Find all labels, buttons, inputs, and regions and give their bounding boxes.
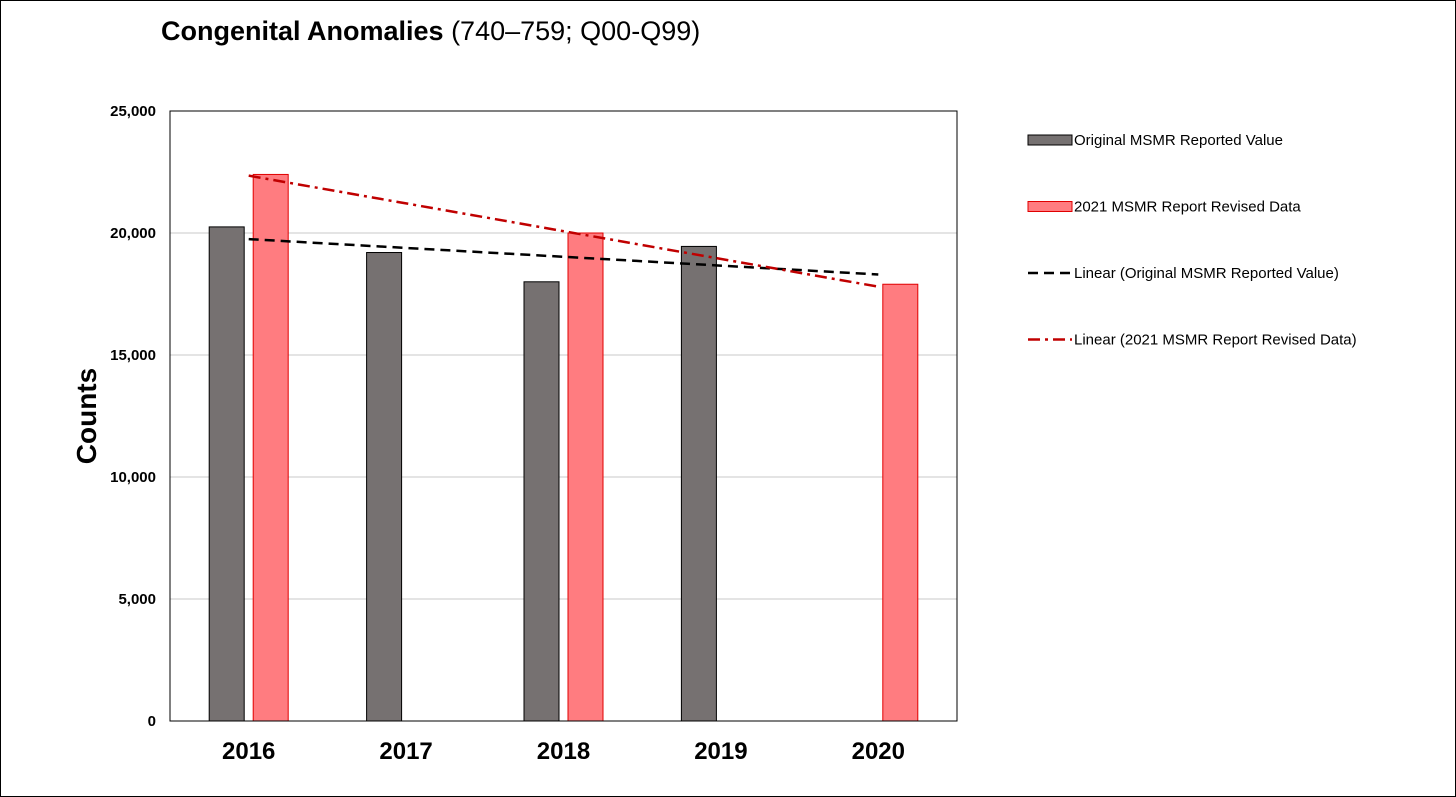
bar-original-2016: [208, 226, 245, 722]
legend-label: 2021 MSMR Report Revised Data: [1074, 199, 1301, 216]
bar-revised-2018: [567, 232, 604, 722]
x-tick-label: 2017: [379, 738, 432, 765]
plot-border: [169, 110, 958, 722]
legend-swatch: [1027, 201, 1073, 212]
bar-revised-2016: [252, 173, 289, 722]
legend-label: Original MSMR Reported Value: [1074, 132, 1283, 149]
bar-original-2019: [680, 245, 717, 722]
bar-original-2018: [523, 281, 560, 722]
bar-original-2017: [366, 252, 403, 722]
x-tick-label: 2020: [852, 738, 905, 765]
legend-label: Linear (2021 MSMR Report Revised Data): [1074, 332, 1357, 349]
trendline-original: [248, 237, 879, 276]
y-tick-label: 15,000: [110, 347, 156, 364]
chart-subtitle: (740–759; Q00-Q99): [451, 16, 701, 46]
x-tick-label: 2018: [537, 738, 590, 765]
legend-swatch: [1027, 134, 1073, 146]
y-tick-label: 10,000: [110, 469, 156, 486]
chart-title: Congenital Anomalies: [161, 16, 444, 46]
y-tick-label: 25,000: [110, 103, 156, 120]
trendline-revised: [248, 174, 879, 288]
y-axis-label: Counts: [71, 368, 102, 464]
y-tick-label: 20,000: [110, 225, 156, 242]
x-tick-label: 2016: [222, 738, 275, 765]
legend-label: Linear (Original MSMR Reported Value): [1074, 265, 1339, 282]
y-tick-label: 0: [148, 713, 156, 730]
y-tick-label: 5,000: [118, 591, 156, 608]
chart-title-block: Congenital Anomalies (740–759; Q00-Q99): [161, 16, 700, 47]
bar-revised-2020: [882, 283, 919, 722]
x-tick-label: 2019: [694, 738, 747, 765]
plot-area: [170, 111, 957, 721]
